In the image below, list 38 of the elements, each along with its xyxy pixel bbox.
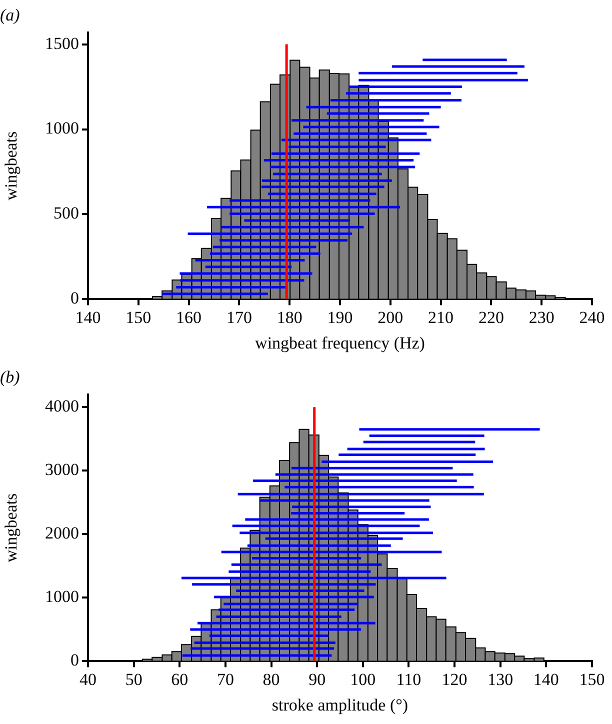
x-tick-label: 70 <box>216 670 234 689</box>
y-tick-label: 1000 <box>45 587 79 606</box>
x-tick-label: 130 <box>488 670 514 689</box>
y-axis-title: wingbeats <box>2 493 21 562</box>
y-tick-label: 1500 <box>45 34 79 53</box>
x-tick-label: 110 <box>396 670 422 689</box>
y-axis-title: wingbeats <box>2 131 21 200</box>
x-tick-label: 150 <box>579 670 605 689</box>
x-tick-label: 240 <box>579 308 605 327</box>
x-tick-label: 190 <box>327 308 353 327</box>
x-tick-label: 150 <box>126 308 152 327</box>
y-tick-label: 2000 <box>45 524 79 543</box>
y-tick-label: 0 <box>70 288 79 308</box>
x-tick-label: 100 <box>350 670 376 689</box>
x-tick-label: 180 <box>276 308 302 327</box>
x-tick-label: 230 <box>528 308 554 327</box>
y-tick-label: 0 <box>70 650 79 670</box>
x-tick-label: 80 <box>262 670 280 689</box>
x-tick-label: 210 <box>428 308 454 327</box>
y-tick-label: 1000 <box>45 118 79 138</box>
x-tick-label: 170 <box>226 308 252 327</box>
chart-title: (a) <box>0 6 20 25</box>
y-tick-label: 500 <box>54 204 79 223</box>
x-tick-label: 140 <box>533 670 559 689</box>
x-axis-title: wingbeat frequency (Hz) <box>255 333 425 352</box>
y-tick-label: 3000 <box>45 460 79 480</box>
chart-title: (b) <box>0 368 20 387</box>
x-tick-label: 40 <box>80 670 96 689</box>
x-tick-label: 120 <box>442 670 468 689</box>
x-tick-label: 90 <box>308 670 326 689</box>
x-tick-label: 50 <box>125 670 142 689</box>
x-tick-label: 140 <box>75 308 101 327</box>
x-tick-label: 220 <box>478 308 504 327</box>
x-tick-label: 200 <box>378 308 404 327</box>
x-axis-title: stroke amplitude (°) <box>272 695 408 714</box>
x-tick-label: 160 <box>176 308 202 327</box>
x-tick-label: 60 <box>171 670 188 689</box>
y-tick-label: 4000 <box>45 396 79 416</box>
